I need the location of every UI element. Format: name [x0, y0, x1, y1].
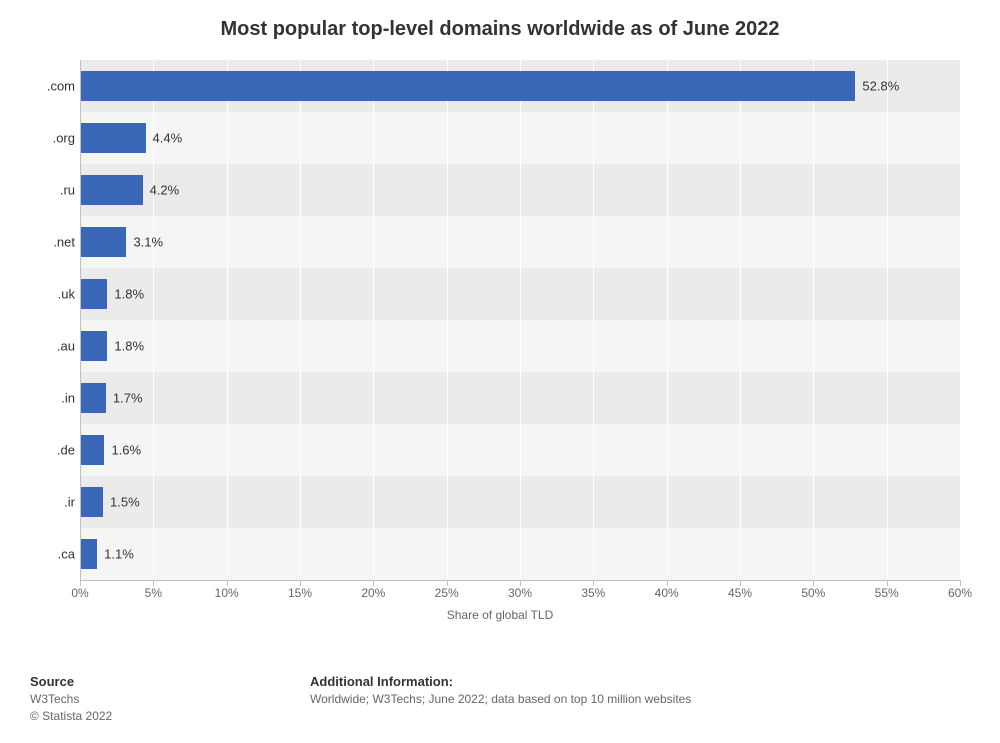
- x-tick-label: 15%: [288, 586, 312, 600]
- x-tick-label: 35%: [581, 586, 605, 600]
- gridline: [447, 60, 448, 580]
- category-label: .de: [30, 443, 75, 458]
- category-label: .ca: [30, 547, 75, 562]
- plot-area: 0%5%10%15%20%25%30%35%40%45%50%55%60%.co…: [80, 60, 960, 580]
- x-axis-line: [80, 580, 960, 581]
- bar-value-label: 1.7%: [113, 391, 143, 406]
- bar: [81, 71, 855, 101]
- bar-value-label: 52.8%: [862, 79, 899, 94]
- gridline: [373, 60, 374, 580]
- bar-value-label: 4.4%: [153, 131, 183, 146]
- bar: [81, 175, 143, 205]
- gridline: [520, 60, 521, 580]
- bar-value-label: 1.6%: [111, 443, 141, 458]
- chart-container: 0% 5% 10% 15% 20% 25% 30% 35% 40% 45% 50% 55% 60% .co…: [30, 60, 970, 620]
- category-label: .net: [30, 235, 75, 250]
- category-label: .au: [30, 339, 75, 354]
- gridline: [960, 60, 961, 580]
- x-tick-label: 30%: [508, 586, 532, 600]
- additional-text: Worldwide; W3Techs; June 2022; data base…: [310, 691, 810, 708]
- x-tick-label: 40%: [655, 586, 679, 600]
- bar: [81, 435, 104, 465]
- bar: [81, 383, 106, 413]
- x-tick-label: 20%: [361, 586, 385, 600]
- bar-value-label: 4.2%: [150, 183, 180, 198]
- bar-value-label: 3.1%: [133, 235, 163, 250]
- bar-value-label: 1.8%: [114, 339, 144, 354]
- bar-value-label: 1.8%: [114, 287, 144, 302]
- bar: [81, 331, 107, 361]
- footer-additional: Additional Information: Worldwide; W3Tec…: [310, 674, 810, 725]
- category-label: .ir: [30, 495, 75, 510]
- x-tick-label: 45%: [728, 586, 752, 600]
- x-tick-label: 60%: [948, 586, 972, 600]
- copyright-text: © Statista 2022: [30, 708, 230, 725]
- category-label: .ru: [30, 183, 75, 198]
- x-tick-label: 50%: [801, 586, 825, 600]
- x-tick-label: 55%: [875, 586, 899, 600]
- bar: [81, 539, 97, 569]
- category-label: .com: [30, 79, 75, 94]
- x-tick-label: 25%: [435, 586, 459, 600]
- category-label: .uk: [30, 287, 75, 302]
- bar: [81, 279, 107, 309]
- category-label: .org: [30, 131, 75, 146]
- chart-footer: Source W3Techs © Statista 2022 Additiona…: [30, 674, 970, 725]
- footer-source: Source W3Techs © Statista 2022: [30, 674, 230, 725]
- source-text: W3Techs: [30, 691, 230, 708]
- gridline: [593, 60, 594, 580]
- additional-heading: Additional Information:: [310, 674, 810, 689]
- bar-value-label: 1.5%: [110, 495, 140, 510]
- x-tick-label: 10%: [215, 586, 239, 600]
- x-tick-label: 0%: [71, 586, 88, 600]
- gridline: [667, 60, 668, 580]
- source-heading: Source: [30, 674, 230, 689]
- bar: [81, 227, 126, 257]
- bar: [81, 123, 146, 153]
- bar: [81, 487, 103, 517]
- bar-value-label: 1.1%: [104, 547, 134, 562]
- x-tick-label: 5%: [145, 586, 162, 600]
- gridline: [300, 60, 301, 580]
- gridline: [887, 60, 888, 580]
- gridline: [227, 60, 228, 580]
- category-label: .in: [30, 391, 75, 406]
- gridline: [740, 60, 741, 580]
- x-axis-title: Share of global TLD: [447, 608, 554, 622]
- gridline: [813, 60, 814, 580]
- chart-title: Most popular top-level domains worldwide…: [0, 0, 1000, 51]
